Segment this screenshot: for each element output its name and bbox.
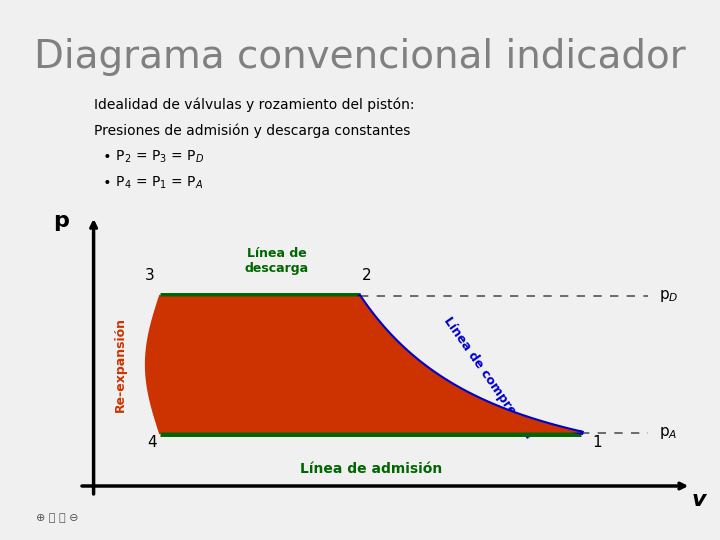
Text: p$_D$: p$_D$ xyxy=(659,288,678,305)
Text: W: W xyxy=(274,350,302,379)
Text: Línea de compresión: Línea de compresión xyxy=(441,314,536,441)
Text: Idealidad de válvulas y rozamiento del pistón:: Idealidad de válvulas y rozamiento del p… xyxy=(94,97,414,112)
Text: p$_A$: p$_A$ xyxy=(659,424,678,441)
Text: 4: 4 xyxy=(147,435,156,450)
Text: v: v xyxy=(691,489,706,510)
Text: Presiones de admisión y descarga constantes: Presiones de admisión y descarga constan… xyxy=(94,123,410,138)
Text: ⊕ ⓘ ⓢ ⊖: ⊕ ⓘ ⓢ ⊖ xyxy=(36,514,79,523)
Text: 2: 2 xyxy=(362,268,372,283)
Text: Línea de admisión: Línea de admisión xyxy=(300,462,442,476)
Text: Diagrama convencional indicador: Diagrama convencional indicador xyxy=(34,38,686,76)
Text: p: p xyxy=(53,211,69,232)
Text: 3: 3 xyxy=(145,268,154,283)
Text: $\bullet$ P$_2$ = P$_3$ = P$_D$: $\bullet$ P$_2$ = P$_3$ = P$_D$ xyxy=(94,149,204,165)
Text: Línea de
descarga: Línea de descarga xyxy=(245,247,309,275)
Text: 1: 1 xyxy=(593,435,602,450)
Text: $\bullet$ P$_4$ = P$_1$ = P$_A$: $\bullet$ P$_4$ = P$_1$ = P$_A$ xyxy=(94,175,203,191)
Text: Re-expansión: Re-expansión xyxy=(114,317,127,412)
